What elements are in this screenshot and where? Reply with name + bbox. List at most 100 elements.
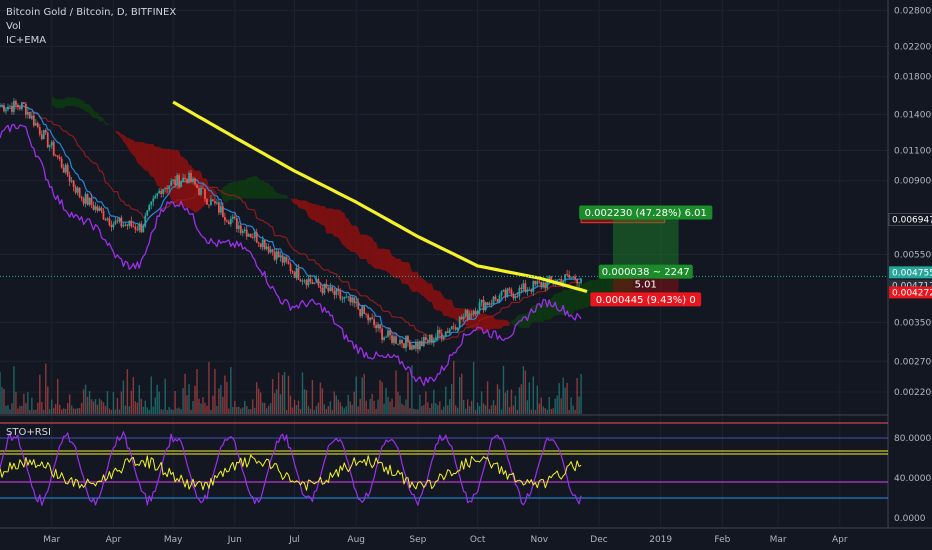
candle-body: [138, 223, 141, 231]
candle-body: [118, 217, 121, 222]
volume-bar: [84, 384, 87, 414]
volume-bar: [540, 397, 542, 414]
candle-body: [309, 278, 312, 282]
volume-bar: [357, 406, 359, 414]
candle-body: [174, 179, 177, 186]
candle-body: [192, 178, 194, 183]
candle-body: [361, 306, 364, 317]
ichimoku-cloud-bear: [133, 140, 136, 158]
candle-body: [231, 216, 234, 219]
candle-body: [385, 336, 387, 338]
candle-body: [271, 249, 274, 253]
ichimoku-cloud-bear: [354, 225, 357, 254]
candle-body: [200, 187, 202, 195]
time-axis-tick: Feb: [714, 535, 730, 545]
volume-bar: [49, 409, 51, 414]
volume-bar: [82, 389, 85, 414]
volume-bar: [381, 381, 383, 414]
ichimoku-cloud-bear: [419, 277, 422, 296]
candle-body: [124, 224, 127, 226]
ichimoku-ema-indicator-label[interactable]: IC+EMA: [6, 35, 47, 46]
volume-bar: [19, 405, 21, 414]
symbol-title[interactable]: Bitcoin Gold / Bitcoin, D, BITFINEX: [6, 7, 177, 18]
candle-body: [538, 281, 541, 283]
candle-body: [176, 175, 179, 186]
ichimoku-cloud-bear: [433, 290, 436, 310]
ichimoku-cloud-bear: [316, 204, 319, 223]
volume-bar: [275, 389, 278, 414]
candle-body: [19, 107, 21, 109]
candle-body: [22, 102, 25, 104]
volume-bar: [188, 384, 190, 414]
candle-body: [580, 279, 582, 283]
candle-body: [273, 252, 276, 260]
entry-sublabel: 5.01: [635, 280, 657, 291]
candle-body: [397, 343, 399, 345]
volume-bar: [130, 390, 133, 414]
ichimoku-cloud-bear: [384, 248, 387, 272]
candle-body: [98, 207, 101, 211]
volume-bar: [299, 409, 302, 414]
candle-body: [542, 282, 545, 288]
volume-bar: [238, 406, 240, 414]
volume-bar: [226, 381, 228, 414]
ichimoku-cloud-bear: [497, 319, 500, 329]
ichimoku-cloud-bear: [294, 198, 297, 205]
volume-bar: [172, 409, 174, 414]
candle-body: [411, 345, 413, 350]
ichimoku-cloud-bull: [61, 99, 64, 109]
volume-bar: [192, 400, 194, 414]
volume-bar: [60, 409, 63, 414]
ichimoku-cloud-bull: [288, 197, 291, 199]
candle-body: [393, 336, 395, 343]
candle-body: [275, 251, 278, 260]
ichimoku-cloud-bull: [573, 285, 576, 315]
stochastic-rsi-indicator-label[interactable]: STO+RSI: [6, 427, 51, 438]
volume-bar: [150, 376, 152, 414]
ichimoku-cloud-bear: [302, 200, 305, 210]
candle-body: [329, 286, 332, 292]
time-axis-tick: Dec: [590, 535, 607, 545]
volume-indicator-label[interactable]: Vol: [6, 21, 21, 32]
entry-label-box: [598, 264, 693, 279]
volume-bar: [98, 398, 101, 414]
volume-bar: [146, 407, 148, 414]
candle-body: [40, 134, 43, 140]
ichimoku-cloud-bear: [360, 234, 363, 260]
ichimoku-cloud-bear: [304, 200, 307, 212]
candle-body: [86, 193, 89, 205]
candle-body: [357, 301, 360, 310]
candle-body: [168, 185, 171, 190]
candle-body: [156, 193, 159, 197]
price-tag-label: 0.004755: [892, 268, 932, 278]
volume-bar: [76, 407, 79, 414]
ichimoku-cloud-bear: [139, 142, 142, 166]
volume-bar: [184, 373, 186, 414]
price-tag-box: [889, 266, 932, 279]
volume-bar: [88, 391, 91, 414]
candle-body: [373, 319, 376, 326]
ichimoku-cloud-bull: [260, 180, 263, 199]
volume-bar: [240, 408, 242, 414]
candle-body: [152, 198, 155, 202]
candle-body: [353, 297, 356, 304]
candle-body: [243, 229, 246, 232]
ichimoku-cloud-bear: [499, 319, 502, 329]
ichimoku-cloud-bull: [559, 292, 562, 315]
volume-bar: [269, 403, 272, 414]
candle-body: [11, 105, 13, 112]
candle-body: [184, 177, 186, 179]
volume-bar: [389, 401, 391, 414]
candle-body: [267, 246, 270, 253]
volume-bar: [204, 402, 206, 414]
ichimoku-cloud-bear: [503, 319, 506, 327]
ichimoku-cloud-bear: [390, 250, 393, 277]
ichimoku-cloud-bull: [254, 175, 257, 199]
volume-bar: [250, 409, 252, 414]
volume-bar: [524, 370, 527, 414]
candle-body: [490, 303, 493, 305]
volume-bar: [393, 407, 395, 414]
volume-bar: [345, 406, 347, 414]
